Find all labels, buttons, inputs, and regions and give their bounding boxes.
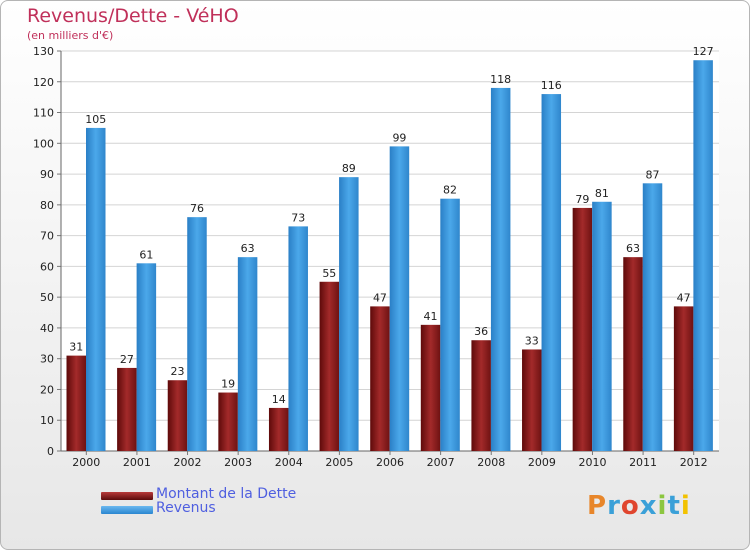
value-label-debt: 27 [120, 353, 134, 366]
value-label-debt: 31 [69, 341, 83, 354]
y-tick-label: 10 [40, 414, 54, 427]
value-label-debt: 41 [424, 310, 438, 323]
bar-debt [268, 407, 289, 451]
bar-debt [370, 306, 390, 451]
value-label-debt: 63 [626, 242, 640, 255]
x-tick-label: 2004 [275, 456, 303, 469]
x-tick-label: 2009 [528, 456, 556, 469]
bar-revenue [693, 60, 713, 451]
bar-revenue [389, 146, 410, 451]
x-tick-label: 2005 [325, 456, 353, 469]
value-label-revenue: 116 [541, 79, 562, 92]
value-label-debt: 36 [474, 325, 488, 338]
bar-revenue [490, 87, 511, 451]
bar-revenue [440, 198, 460, 451]
value-label-revenue: 105 [85, 113, 106, 126]
value-label-revenue: 63 [241, 242, 255, 255]
bar-debt [167, 380, 188, 451]
x-tick-label: 2010 [578, 456, 606, 469]
value-label-revenue: 99 [392, 131, 406, 144]
bar-revenue [541, 94, 562, 452]
y-tick-label: 100 [33, 137, 54, 150]
logo-letter: r [607, 491, 621, 521]
y-tick-label: 130 [33, 45, 54, 58]
value-label-revenue: 76 [190, 202, 204, 215]
bar-debt [522, 349, 542, 451]
y-tick-label: 90 [40, 168, 54, 181]
logo-letter: P [587, 491, 608, 521]
value-label-revenue: 118 [490, 73, 511, 86]
x-tick-label: 2006 [376, 456, 404, 469]
bar-revenue [288, 226, 308, 451]
bar-debt [66, 355, 86, 451]
legend-swatch-revenue [101, 506, 153, 514]
y-tick-label: 120 [33, 76, 54, 89]
y-tick-label: 0 [47, 445, 54, 458]
value-label-revenue: 87 [646, 168, 660, 181]
y-tick-label: 80 [40, 199, 54, 212]
chart-subtitle: (en milliers d'€) [27, 29, 114, 42]
value-label-debt: 23 [170, 365, 184, 378]
bar-revenue [592, 201, 612, 451]
value-label-debt: 47 [677, 291, 691, 304]
bar-debt [319, 281, 340, 451]
legend-label-debt: Montant de la Dette [156, 486, 297, 502]
x-tick-label: 2002 [174, 456, 202, 469]
y-tick-label: 40 [40, 322, 54, 335]
bar-debt [218, 392, 238, 451]
legend-label-revenue: Revenus [156, 500, 216, 516]
x-tick-label: 2008 [477, 456, 505, 469]
value-label-revenue: 73 [291, 211, 305, 224]
x-tick-label: 2001 [123, 456, 151, 469]
x-tick-label: 2003 [224, 456, 252, 469]
y-tick-label: 70 [40, 230, 54, 243]
bar-debt [623, 257, 643, 451]
y-tick-label: 20 [40, 383, 54, 396]
logo-letter: o [620, 491, 640, 521]
x-tick-label: 2012 [680, 456, 708, 469]
chart-title: Revenus/Dette - VéHO [27, 5, 239, 27]
bar-revenue [187, 217, 207, 451]
y-tick-label: 60 [40, 260, 54, 273]
bar-revenue [86, 127, 106, 451]
y-tick-label: 110 [33, 107, 54, 120]
logo-letter: t [667, 491, 681, 521]
logo-letter: i [680, 491, 691, 521]
logo-letter: i [657, 491, 668, 521]
bar-revenue [339, 177, 359, 451]
x-tick-label: 2007 [427, 456, 455, 469]
value-label-revenue: 127 [693, 45, 714, 58]
bar-debt [673, 306, 694, 451]
x-tick-label: 2000 [72, 456, 100, 469]
bar-debt [572, 207, 593, 451]
proxiti-logo: Proxiti [587, 491, 691, 521]
bar-revenue [237, 257, 258, 451]
legend-swatch-debt [101, 492, 153, 500]
bar-debt [471, 340, 491, 451]
value-label-revenue: 89 [342, 162, 356, 175]
y-tick-label: 50 [40, 291, 54, 304]
bar-revenue [642, 183, 663, 452]
value-label-debt: 33 [525, 334, 539, 347]
value-label-revenue: 81 [595, 187, 609, 200]
bar-debt [117, 367, 137, 451]
value-label-revenue: 82 [443, 184, 457, 197]
value-label-revenue: 61 [139, 248, 153, 261]
logo-letter: x [639, 491, 658, 521]
value-label-debt: 19 [221, 378, 235, 391]
bar-debt [420, 324, 441, 451]
value-label-debt: 79 [575, 193, 589, 206]
value-label-debt: 47 [373, 291, 387, 304]
bar-revenue [136, 263, 157, 451]
x-tick-label: 2011 [629, 456, 657, 469]
value-label-debt: 55 [322, 267, 336, 280]
value-label-debt: 14 [272, 393, 286, 406]
y-tick-label: 30 [40, 353, 54, 366]
